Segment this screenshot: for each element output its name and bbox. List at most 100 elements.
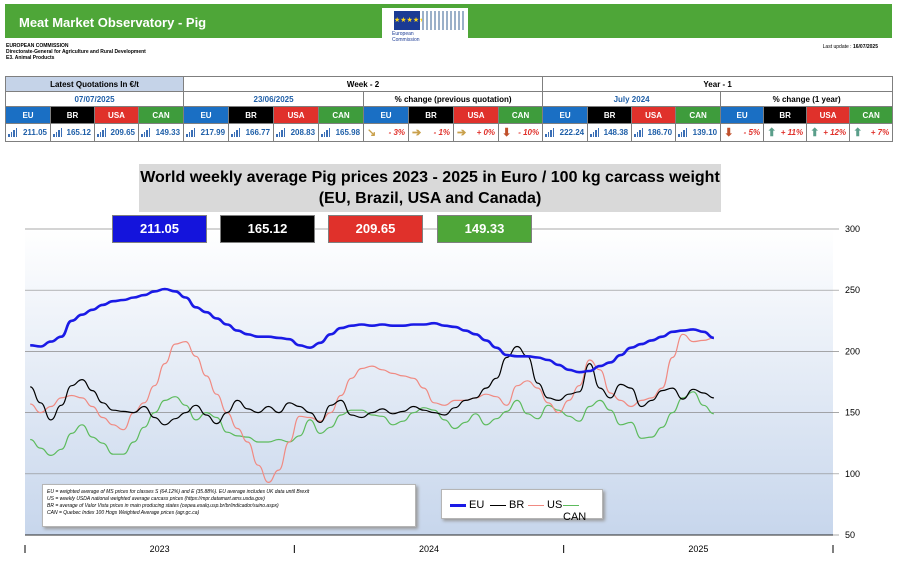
country-header: BR (763, 106, 808, 124)
country-header: BR (50, 106, 95, 124)
week-value-usa: 208.83 (290, 128, 316, 137)
note-line: CAN = Quebec Index 100 Hogs Weighted Ave… (47, 510, 200, 516)
chart-title-line2: (EU, Brazil, USA and Canada) (318, 190, 542, 207)
bar-chart-icon (8, 128, 17, 137)
country-header: BR (587, 106, 633, 124)
note-line: US = weekly USDA national weighted avera… (47, 496, 265, 502)
bar-chart-icon (53, 128, 62, 137)
country-header-row: EU BR USA CAN EU BR USA CAN EU BR USA CA… (5, 106, 894, 124)
y-tick-label: 300 (845, 224, 860, 234)
x-tick-label: 2025 (688, 544, 708, 554)
x-tick-label: 2023 (150, 544, 170, 554)
y-tick-label: 100 (845, 469, 860, 479)
latest-date: 07/07/2025 (4, 91, 185, 107)
week-change-cell: ⬇ - 10% (498, 123, 544, 142)
bar-chart-icon (545, 128, 555, 137)
country-header: CAN (675, 106, 722, 124)
year-change-cell: ⬆ + 11% (763, 123, 808, 142)
country-header: EU (542, 106, 589, 124)
country-header: CAN (318, 106, 365, 124)
trend-arrow-icon: ⬇ (724, 127, 734, 139)
week-value-cell: 208.83 (273, 123, 320, 142)
last-update-date: 16/07/2025 (852, 44, 878, 50)
logo-caption-line2: Commission (392, 37, 420, 43)
trend-arrow-icon: ⬆ (810, 127, 820, 139)
legend-label-br: BR (509, 499, 525, 511)
logo-caption-line1: European (392, 31, 414, 37)
series-line-us (30, 333, 714, 483)
country-header: BR (228, 106, 275, 124)
country-header: CAN (849, 106, 894, 124)
bar-chart-icon (231, 128, 241, 137)
last-update: Last update : 16/07/2025 (823, 44, 878, 50)
country-header: EU (5, 106, 51, 124)
week-change-header: % change (previous quotation) (363, 91, 544, 107)
us-value-box: 209.65 (328, 215, 423, 243)
legend-label-eu: EU (469, 499, 485, 511)
week-change-eu: - 3% (388, 128, 406, 137)
week-change-cell: ➔ + 0% (453, 123, 500, 142)
week-value-cell: 165.98 (318, 123, 365, 142)
trend-arrow-icon: ➔ (412, 127, 422, 139)
values-row: 211.05 165.12 209.65 149.33 217.99 166.7… (5, 123, 894, 142)
org-line2: Directorate-General for Agriculture and … (6, 49, 146, 55)
trend-arrow-icon: ⬇ (502, 127, 512, 139)
y-tick-label: 250 (845, 285, 860, 295)
legend-item-can: CAN (563, 499, 602, 523)
bar-chart-icon (634, 128, 644, 137)
latest-value-usa: 209.65 (110, 128, 135, 137)
latest-value-eu: 211.05 (22, 128, 47, 137)
chart-title: World weekly average Pig prices 2023 - 2… (139, 164, 721, 212)
year-change-eu: - 5% (743, 128, 761, 137)
year-change-header: % change (1 year) (720, 91, 894, 107)
y-tick-label: 50 (845, 530, 855, 540)
year-value-usa: 186.70 (647, 128, 673, 137)
org-line1: EUROPEAN COMMISSION (6, 43, 69, 49)
bar-chart-icon (141, 128, 150, 137)
quotations-table: Latest Quotations In €/t Week - 2 Year -… (4, 76, 894, 142)
legend-item-us: US (528, 499, 562, 511)
can-value-box: 149.33 (437, 215, 532, 243)
bar-chart-icon (276, 128, 286, 137)
week-value-cell: 166.77 (228, 123, 275, 142)
year-value-br: 148.38 (603, 128, 629, 137)
page-title: Meat Market Observatory - Pig (19, 15, 207, 30)
series-line-eu (30, 287, 715, 374)
bar-chart-icon (97, 128, 106, 137)
eu-value-box: 211.05 (112, 215, 207, 243)
year-value-can: 139.10 (692, 128, 718, 137)
year-value-eu: 222.24 (559, 128, 585, 137)
legend-item-br: BR (490, 499, 524, 511)
country-header: BR (408, 106, 455, 124)
series-line-can (30, 391, 715, 456)
week-change-cell: ↘ - 3% (363, 123, 410, 142)
year-change-cell: ⬆ + 7% (849, 123, 894, 142)
year-change-can: + 7% (870, 128, 890, 137)
week-value-eu: 217.99 (200, 128, 226, 137)
y-tick-label: 200 (845, 346, 860, 356)
eu-flag-icon: ★★★★★ (394, 11, 425, 30)
bar-chart-icon (678, 128, 688, 137)
year-value-cell: 148.38 (587, 123, 633, 142)
european-commission-logo: ★★★★★ European Commission (382, 8, 468, 44)
latest-value-br: 165.12 (66, 128, 91, 137)
legend-label-us: US (547, 499, 563, 511)
week-value-can: 165.98 (335, 128, 361, 137)
year-value-cell: 139.10 (675, 123, 722, 142)
bar-chart-icon (590, 128, 600, 137)
trend-arrow-icon: ➔ (457, 127, 467, 139)
building-icon (422, 11, 464, 30)
country-header: USA (273, 106, 320, 124)
latest-value-cell: 211.05 (5, 123, 51, 142)
bar-chart-icon (321, 128, 331, 137)
trend-arrow-icon: ↘ (367, 127, 377, 139)
country-header: EU (363, 106, 410, 124)
chart-legend: EU BR US CAN (441, 489, 603, 523)
legend-item-eu: EU (450, 499, 484, 511)
latest-value-cell: 165.12 (50, 123, 95, 142)
org-line3: E3. Animal Products (6, 55, 55, 61)
y-tick-label: 150 (845, 408, 860, 418)
br-value-box: 165.12 (220, 215, 315, 243)
country-header: CAN (498, 106, 544, 124)
x-tick-label: 2024 (419, 544, 439, 554)
